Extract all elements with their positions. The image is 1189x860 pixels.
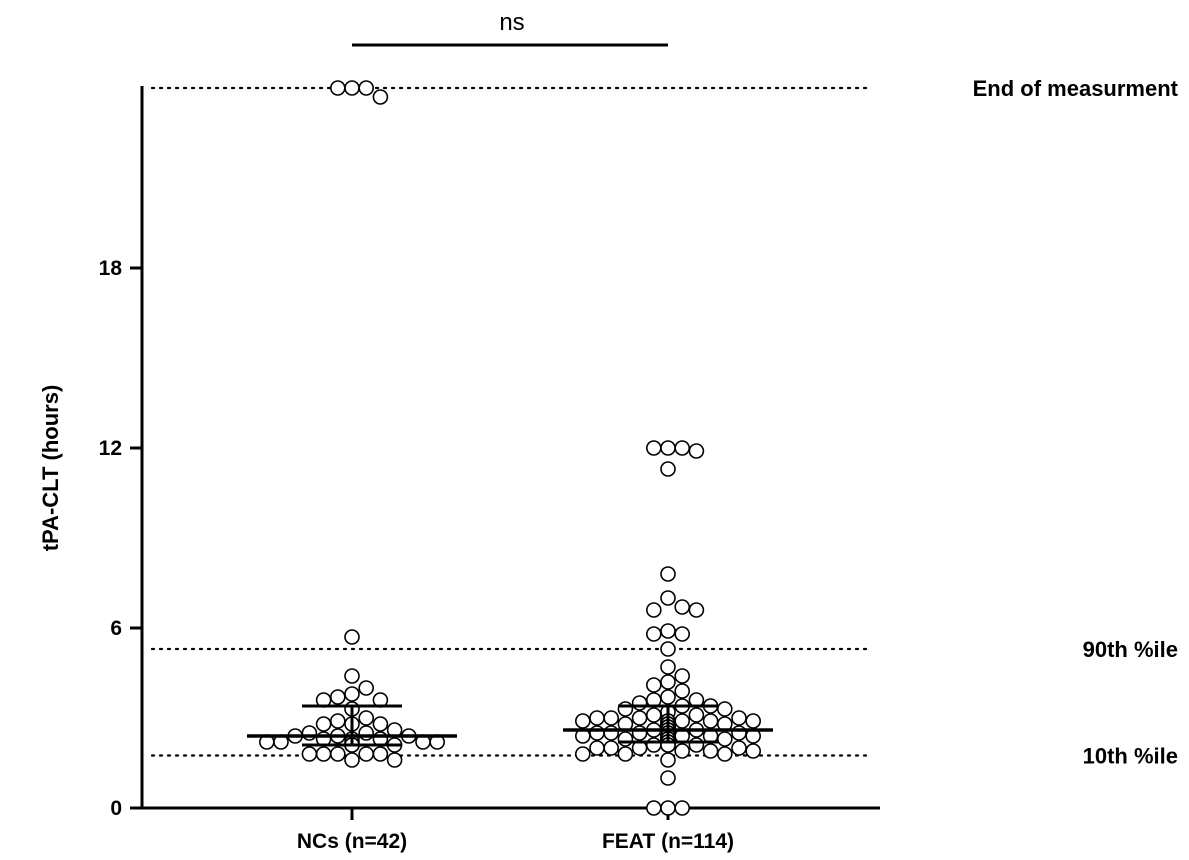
x-category-label: NCs (n=42) <box>297 830 407 853</box>
y-tick-label: 18 <box>99 257 123 280</box>
data-point <box>329 80 346 96</box>
data-point <box>645 440 662 456</box>
data-point <box>660 440 676 456</box>
data-point <box>301 725 318 741</box>
data-point <box>617 701 634 717</box>
data-point <box>731 710 747 726</box>
data-point <box>660 770 676 786</box>
data-point <box>674 683 691 699</box>
data-point <box>645 677 662 693</box>
data-point <box>688 602 705 618</box>
data-point <box>344 686 360 702</box>
y-tick-label: 12 <box>99 437 122 460</box>
data-point <box>631 725 648 741</box>
data-point <box>589 710 605 726</box>
data-point <box>674 800 691 816</box>
data-point <box>358 725 375 741</box>
data-point <box>645 602 662 618</box>
data-point <box>660 623 676 639</box>
data-point <box>344 629 360 645</box>
data-point <box>645 626 662 642</box>
data-point <box>674 713 691 729</box>
data-point <box>660 641 676 657</box>
data-point <box>344 80 360 96</box>
data-point <box>603 725 620 741</box>
data-point <box>745 713 762 729</box>
significance-bracket: ns <box>352 9 668 47</box>
data-point <box>329 689 346 705</box>
data-point <box>716 701 733 717</box>
data-point <box>315 746 332 762</box>
data-point <box>386 752 403 768</box>
data-point <box>674 743 691 759</box>
data-point <box>574 746 591 762</box>
data-point <box>645 800 662 816</box>
data-point <box>660 659 676 675</box>
data-points <box>258 80 762 816</box>
data-point <box>660 674 676 690</box>
data-point <box>344 668 360 684</box>
data-point <box>731 740 747 756</box>
data-point <box>688 737 705 753</box>
x-category-label: FEAT (n=114) <box>602 830 734 853</box>
data-point <box>674 440 691 456</box>
data-point <box>674 626 691 642</box>
summary-bars <box>247 704 773 747</box>
data-point <box>301 746 318 762</box>
data-point <box>358 80 375 96</box>
data-point <box>745 743 762 759</box>
data-point <box>631 710 648 726</box>
data-point <box>660 566 676 582</box>
data-point <box>660 689 676 705</box>
data-point <box>702 713 719 729</box>
data-point <box>731 725 747 741</box>
data-point <box>603 740 620 756</box>
reference-line-label: End of measurment <box>973 76 1179 101</box>
data-point <box>688 707 705 723</box>
data-point <box>372 716 389 732</box>
data-point <box>329 713 346 729</box>
data-point <box>660 461 676 477</box>
data-point <box>372 746 389 762</box>
reference-lines: End of measurment 90th %ile 10th %ile <box>150 76 1179 769</box>
data-point <box>358 710 375 726</box>
data-point <box>372 89 389 105</box>
data-point <box>702 743 719 759</box>
y-tick-label: 6 <box>110 617 122 640</box>
data-point <box>660 590 676 606</box>
data-point <box>617 731 634 747</box>
data-point <box>631 695 648 711</box>
y-ticks: 0 6 12 18 <box>99 257 142 820</box>
data-point <box>674 599 691 615</box>
data-point <box>358 680 375 696</box>
axes <box>140 86 880 810</box>
reference-line-label: 90th %ile <box>1083 637 1178 662</box>
data-point <box>674 668 691 684</box>
data-point <box>358 746 375 762</box>
data-point <box>660 800 676 816</box>
data-point <box>617 746 634 762</box>
data-point <box>660 752 676 768</box>
y-tick-label: 0 <box>110 797 122 820</box>
data-point <box>716 746 733 762</box>
data-point <box>574 713 591 729</box>
y-axis-title: tPA-CLT (hours) <box>38 385 63 552</box>
x-ticks: NCs (n=42) FEAT (n=114) <box>297 808 734 853</box>
data-point <box>329 746 346 762</box>
data-point <box>315 716 332 732</box>
data-point <box>344 752 360 768</box>
data-point <box>645 707 662 723</box>
data-point <box>589 740 605 756</box>
data-point <box>603 710 620 726</box>
significance-label: ns <box>499 9 524 36</box>
reference-line-label: 10th %ile <box>1083 744 1178 769</box>
data-point <box>589 725 605 741</box>
data-point <box>716 731 733 747</box>
data-point <box>645 737 662 753</box>
data-point <box>688 443 705 459</box>
